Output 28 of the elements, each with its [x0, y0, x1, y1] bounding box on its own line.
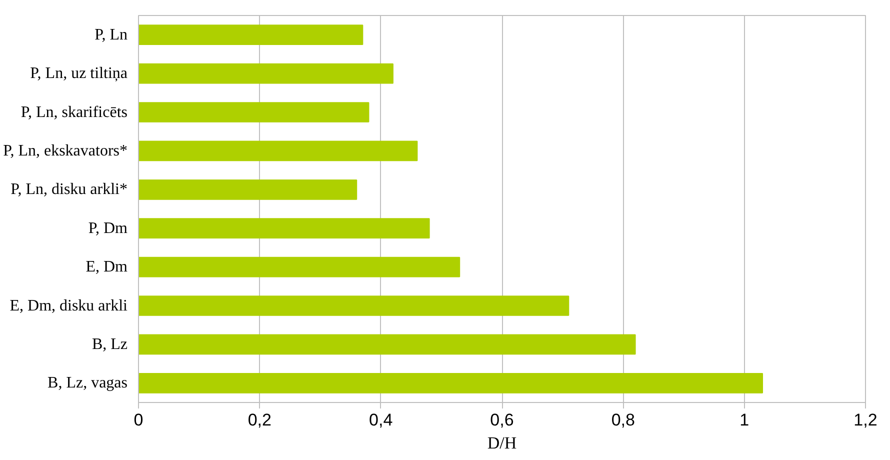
bar — [138, 296, 570, 316]
bar — [138, 334, 636, 355]
y-tick-label: E, Dm — [86, 258, 128, 276]
x-tick-label: 0 — [134, 410, 144, 430]
bar — [138, 256, 460, 278]
y-tick-label: P, Dm — [88, 220, 128, 237]
y-tick-label: P, Ln, uz tiltiņa — [30, 65, 128, 82]
x-tick-label: 0,6 — [490, 410, 514, 430]
bar — [138, 179, 358, 200]
y-tick-label: E, Dm, disku arkli — [10, 297, 128, 314]
bar — [138, 218, 430, 239]
bar — [138, 140, 418, 162]
y-tick-label: P, Ln, disku arkli* — [10, 181, 128, 198]
y-tick-label: P, Ln — [94, 26, 128, 44]
y-tick-label: P, Ln, skarificēts — [20, 104, 128, 121]
x-tick-label: 0,2 — [248, 410, 272, 430]
y-tick-label: P, Ln, ekskavators* — [3, 142, 128, 160]
bar — [138, 24, 364, 46]
x-tick-label: 0,4 — [369, 410, 393, 430]
bar — [138, 63, 394, 84]
x-axis-title: D/H — [487, 434, 517, 452]
y-tick-label: B, Lz, vagas — [48, 374, 128, 392]
bar — [138, 372, 764, 394]
x-tick-label: 1 — [740, 410, 750, 430]
x-tick-label: 0,8 — [611, 410, 635, 430]
bar — [138, 102, 370, 122]
x-tick-label: 1,2 — [854, 410, 878, 430]
y-tick-label: B, Lz — [92, 336, 128, 353]
